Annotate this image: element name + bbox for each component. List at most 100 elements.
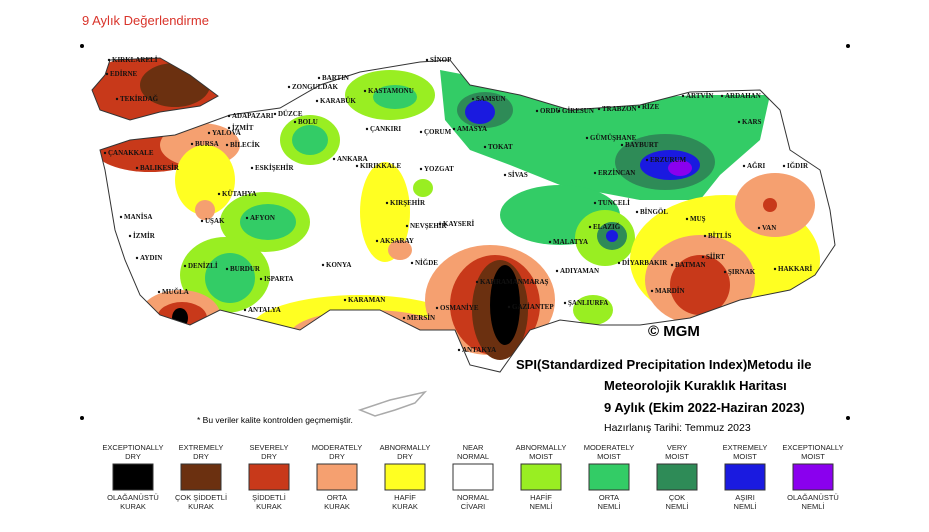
city-dot <box>332 157 336 161</box>
city-label: TOKAT <box>488 143 513 151</box>
city-dot <box>315 99 319 103</box>
city-label: ŞIRNAK <box>728 268 756 276</box>
city-dot <box>507 305 511 309</box>
city-dot <box>157 290 161 294</box>
page-title[interactable]: 9 Aylık Değerlendirme <box>82 13 209 28</box>
city-label: ZONGULDAK <box>292 83 338 91</box>
city-label: UŞAK <box>205 217 225 225</box>
city-label: ŞANLIURFA <box>568 299 608 307</box>
city-dot <box>457 348 461 352</box>
city-label: KIRIKKALE <box>360 162 402 170</box>
city-dot <box>287 85 291 89</box>
city-dot <box>637 105 641 109</box>
city-label: TRABZON <box>602 105 637 113</box>
city-dot <box>385 201 389 205</box>
city-label: KASTAMONU <box>368 87 414 95</box>
legend-label-tr: OLAĞANÜSTÜ <box>787 493 839 502</box>
city-label: KÜTAHYA <box>222 190 257 198</box>
city-dot <box>703 234 707 238</box>
city-label: MUĞLA <box>162 288 189 296</box>
legend-label-tr: HAFİF <box>530 493 552 502</box>
city-dot <box>720 94 724 98</box>
border <box>91 57 836 373</box>
city-dot <box>227 114 231 118</box>
legend-label-en: VERY <box>667 443 687 452</box>
map-title-2: Meteorolojik Kuraklık Haritası <box>604 378 787 393</box>
legend-label-en: NORMAL <box>457 452 489 461</box>
city-labels: KIRKLARELİ EDİRNE TEKİRDAĞ ADAPAZARI DÜZCEBO… <box>103 56 813 354</box>
legend-label-en: EXTREMELY <box>179 443 224 452</box>
legend-label-en: DRY <box>397 452 413 461</box>
map-date: Hazırlanış Tarihi: Temmuz 2023 <box>604 422 751 434</box>
legend-swatch <box>112 463 154 491</box>
city-dot <box>555 269 559 273</box>
legend-swatch <box>656 463 698 491</box>
legend-label-en: MODERATELY <box>584 443 635 452</box>
city-label: MANİSA <box>124 213 152 221</box>
city-label: İZMİT <box>232 124 254 132</box>
city-dot <box>200 219 204 223</box>
legend-swatch <box>452 463 494 491</box>
legend-label-tr: NEMLİ <box>802 502 825 511</box>
city-label: ADIYAMAN <box>560 267 599 275</box>
city-label: MUŞ <box>690 215 706 223</box>
city-dot <box>365 127 369 131</box>
city-dot <box>452 127 456 131</box>
city-dot <box>227 126 231 130</box>
city-label: ÇANKIRI <box>370 125 401 133</box>
legend-label-tr: OLAĞANÜSTÜ <box>107 493 159 502</box>
city-label: SİİRT <box>706 253 725 261</box>
map-title-3: 9 Aylık (Ekim 2022-Haziran 2023) <box>604 400 805 415</box>
city-dot <box>737 120 741 124</box>
city-dot <box>588 225 592 229</box>
city-label: KIRŞEHİR <box>390 199 426 207</box>
legend-swatch <box>588 463 630 491</box>
legend-label-tr: KURAK <box>392 502 418 511</box>
city-label: KONYA <box>326 261 351 269</box>
legend-label-tr: HAFİF <box>394 493 416 502</box>
city-dot <box>597 107 601 111</box>
city-label: DÜZCE <box>278 110 303 118</box>
city-dot <box>375 239 379 243</box>
city-label: KARABÜK <box>320 97 356 105</box>
city-label: ERZURUM <box>650 156 687 164</box>
city-label: ARTVİN <box>686 92 713 100</box>
legend-label-en: DRY <box>261 452 277 461</box>
city-dot <box>405 224 409 228</box>
city-label: KARAMAN <box>348 296 385 304</box>
city-label: BURDUR <box>230 265 261 273</box>
city-label: MALATYA <box>553 238 588 246</box>
legend-label-tr: ORTA <box>599 493 619 502</box>
legend-label-en: SEVERELY <box>249 443 288 452</box>
city-dot <box>685 217 689 221</box>
legend-label-en: MOIST <box>529 452 553 461</box>
city-dot <box>410 261 414 265</box>
map-title-1: SPI(Standardized Precipitation Index)Met… <box>516 357 811 372</box>
city-dot <box>225 267 229 271</box>
city-label: BARTIN <box>322 74 349 82</box>
city-dot <box>207 131 211 135</box>
legend-label-en: MOIST <box>665 452 689 461</box>
city-label: BURSA <box>195 140 219 148</box>
city-dot <box>128 234 132 238</box>
city-dot <box>681 94 685 98</box>
city-label: ELAZIĞ <box>593 223 621 231</box>
city-label: ERZİNCAN <box>598 169 635 177</box>
city-dot <box>635 210 639 214</box>
legend-swatch <box>724 463 766 491</box>
legend-label-tr: KURAK <box>188 502 214 511</box>
city-label: AKSARAY <box>380 237 414 245</box>
city-dot <box>402 316 406 320</box>
city-label: AFYON <box>250 214 275 222</box>
legend-label-tr: AŞIRI <box>735 493 755 502</box>
legend-label-en: MODERATELY <box>312 443 363 452</box>
copyright: © MGM <box>648 323 700 340</box>
legend-label-tr: ÇOK ŞİDDETLİ <box>175 493 227 502</box>
city-label: TUNCELİ <box>598 199 630 207</box>
city-dot <box>757 226 761 230</box>
legend-label-en: EXCEPTIONALLY <box>102 443 163 452</box>
legend-label-en: DRY <box>193 452 209 461</box>
city-dot <box>773 267 777 271</box>
legend-swatch <box>180 463 222 491</box>
